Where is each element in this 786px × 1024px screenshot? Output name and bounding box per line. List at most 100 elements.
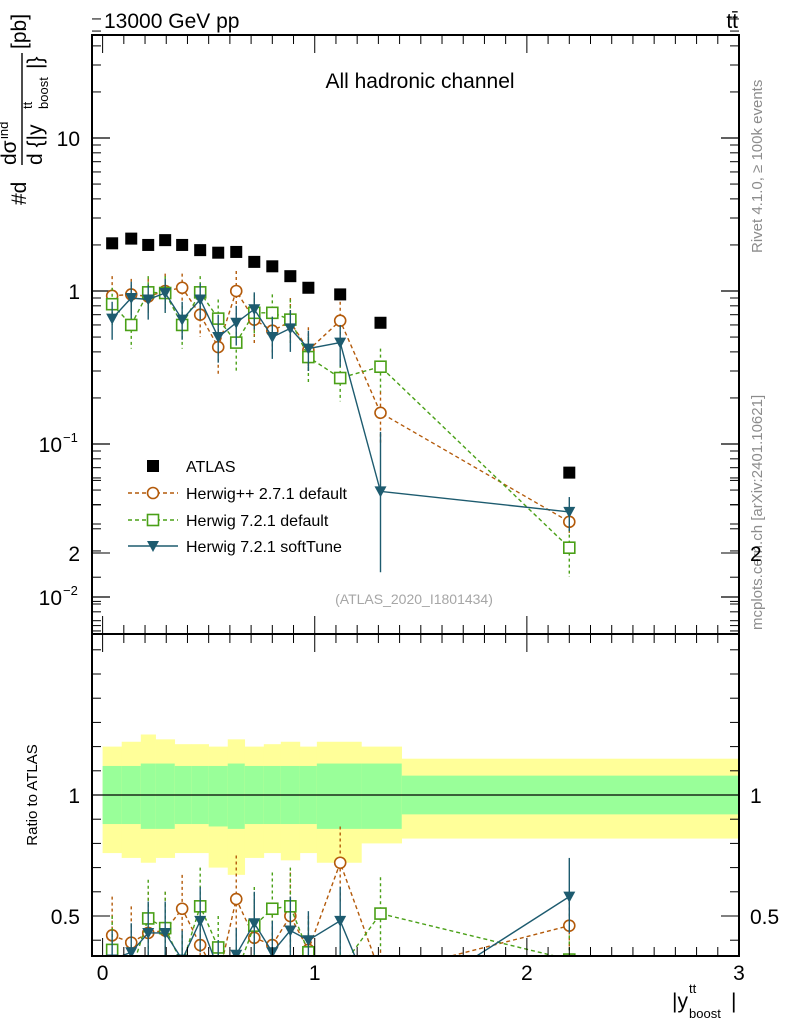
main-point-atlas <box>266 260 279 273</box>
main-y-tick-label-base: 10 <box>57 128 80 151</box>
main-point-herwig-7-2-1-softtune <box>159 288 172 300</box>
ratio-point-herwig-7-2-1-default <box>374 907 387 920</box>
main-point-herwig-7-2-1-softtune <box>284 323 297 335</box>
ratio-axis-ticks: 0.5 0.5 1 1 2 2 0 1 2 3 <box>51 479 779 985</box>
main-point-atlas <box>374 316 387 329</box>
main-point-herwig-7-2-1-softtune <box>194 294 207 306</box>
main-y-axis-label: #d dσ ind d {|y tt boost |} [pb] <box>0 14 51 205</box>
main-point-atlas <box>106 237 119 250</box>
ratio-point-herwigpp-2-7-1-default <box>229 892 243 906</box>
legend-marker-herwig7-default <box>146 513 160 527</box>
process-label: tt̄ <box>726 10 738 33</box>
main-y-tick-label-base: 1 <box>68 281 80 304</box>
x-tick-label: 0 <box>97 962 109 985</box>
y-label-denominator-end: |} <box>24 57 47 69</box>
main-point-atlas <box>194 244 207 257</box>
ratio-point-herwig-7-2-1-softtune <box>159 927 172 939</box>
main-point-herwig-7-2-1-softtune <box>142 294 155 306</box>
main-point-atlas <box>284 270 297 283</box>
main-point-atlas <box>125 232 138 245</box>
ratio-band-inner <box>155 763 176 829</box>
ratio-point-herwig-7-2-1-softtune <box>284 925 297 937</box>
y-label-denominator: d {|y <box>24 124 47 165</box>
main-y-tick-label: 10 <box>57 128 80 151</box>
ratio-point-herwig-7-2-1-softtune <box>302 935 315 947</box>
ratio-data-layer <box>105 826 576 1024</box>
ratio-point-herwig-7-2-1-softtune <box>248 918 261 930</box>
main-point-herwig-7-2-1-softtune <box>176 314 189 326</box>
main-point-herwig-7-2-1-softtune <box>302 343 315 355</box>
legend-marker-atlas <box>147 460 159 472</box>
main-y-tick-label: 1 <box>68 281 80 304</box>
legend-label-herwigpp: Herwig++ 2.7.1 default <box>186 486 348 503</box>
main-point-herwig-7-2-1-softtune <box>248 304 261 316</box>
y-label-prefix: #d <box>8 182 31 205</box>
ratio-point-herwigpp-2-7-1-default <box>333 856 347 870</box>
ratio-point-herwig-7-2-1-softtune <box>125 947 138 956</box>
x-label-sup: tt <box>689 981 697 996</box>
main-point-atlas <box>159 234 172 247</box>
main-point-atlas <box>176 238 189 251</box>
ratio-point-herwig-7-2-1-default <box>126 966 137 977</box>
y-label-denominator-sup: tt <box>20 101 35 109</box>
y-label-denominator-sub: boost <box>36 77 51 109</box>
main-point-atlas <box>212 246 225 259</box>
ratio-point-herwigpp-2-7-1-default <box>375 969 386 980</box>
ratio-point-herwig-7-2-1-softtune <box>563 891 576 903</box>
analysis-id: (ATLAS_2020_I1801434) <box>335 591 493 607</box>
main-y-tick-label: 10 −1 <box>39 430 78 457</box>
main-point-herwig-7-2-1-default <box>333 371 347 385</box>
ratio-bands <box>102 734 739 875</box>
x-tick-label: 2 <box>521 962 533 985</box>
ratio-panel: 0.5 0.5 1 1 2 2 0 1 2 3 Ratio to ATLAS |y tt boos… <box>24 479 779 1024</box>
ratio-band-inner <box>140 763 156 829</box>
x-label-sub: boost <box>689 1006 721 1021</box>
main-point-herwig-7-2-1-softtune <box>230 317 243 329</box>
ratio-y-tick-label-left: 2 <box>68 543 80 566</box>
ratio-band-inner <box>316 763 362 829</box>
x-label-end: | <box>731 990 736 1013</box>
ratio-band-inner <box>361 763 403 829</box>
main-y-tick-label-base: 10 <box>39 587 62 610</box>
ratio-band-inner <box>208 765 229 827</box>
main-y-tick-label-exp: −1 <box>63 430 78 445</box>
y-label-numerator: dσ <box>0 140 21 165</box>
main-point-herwigpp-2-7-1-default <box>333 314 347 327</box>
ratio-point-herwig-7-2-1-softtune <box>374 1013 386 1024</box>
ratio-y-axis-label: Ratio to ATLAS <box>24 744 41 845</box>
x-label-main: |y <box>672 990 688 1013</box>
ratio-point-herwig-7-2-1-softtune <box>142 927 155 939</box>
legend: ATLAS Herwig++ 2.7.1 default Herwig 7.2.… <box>128 459 348 556</box>
main-point-atlas <box>248 255 261 268</box>
main-data-layer <box>105 232 576 578</box>
legend-label-atlas: ATLAS <box>186 459 236 476</box>
main-point-herwig-7-2-1-default <box>374 360 387 374</box>
legend-label-herwig7-softtune: Herwig 7.2.1 softTune <box>186 539 342 556</box>
ratio-frame <box>91 633 740 957</box>
ratio-y-tick-label-right: 1 <box>750 785 762 808</box>
main-point-herwigpp-2-7-1-default <box>229 284 243 298</box>
main-title: All hadronic channel <box>325 70 514 93</box>
main-point-herwig-7-2-1-softtune <box>212 332 225 344</box>
ratio-point-herwigpp-2-7-1-default <box>213 973 224 984</box>
main-y-tick-label: 10 −2 <box>39 583 78 610</box>
x-tick-label: 3 <box>733 962 745 985</box>
y-label-unit: [pb] <box>8 14 31 49</box>
ratio-point-herwig-7-2-1-default <box>231 969 242 980</box>
legend-marker-herwigpp <box>146 486 160 500</box>
ratio-point-herwigpp-2-7-1-default <box>175 902 189 916</box>
ratio-point-herwig-7-2-1-default <box>335 964 346 975</box>
ratio-point-herwig-7-2-1-default <box>266 902 279 916</box>
y-label-numerator-sup: ind <box>0 122 11 139</box>
mcplots-label: mcplots.cern.ch [arXiv:2401.10621] <box>749 395 766 630</box>
main-point-herwig-7-2-1-softtune <box>266 332 279 344</box>
main-point-herwigpp-2-7-1-default <box>374 406 387 420</box>
main-point-atlas <box>302 281 315 294</box>
main-point-atlas <box>563 466 576 479</box>
rivet-label: Rivet 4.1.0, ≥ 100k events <box>749 80 766 253</box>
main-y-tick-label-base: 10 <box>39 434 62 457</box>
main-point-herwig-7-2-1-default <box>562 541 576 555</box>
